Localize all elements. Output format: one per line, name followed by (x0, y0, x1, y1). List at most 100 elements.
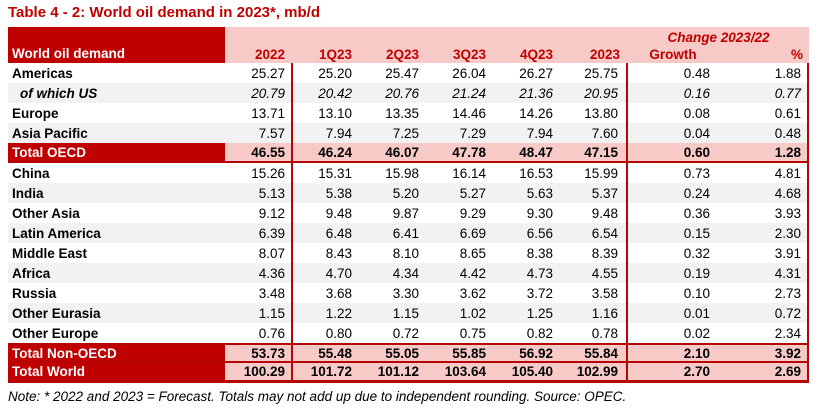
region-label: Total Non-OECD (8, 345, 225, 361)
value-cell: 9.29 (459, 205, 486, 221)
value-cell: 5.13 (225, 183, 293, 203)
value-cell: 8.10 (392, 245, 419, 261)
value-cell: 6.69 (459, 225, 486, 241)
value-cell: 46.24 (318, 144, 352, 160)
value-cell: 9.12 (225, 203, 293, 223)
value-cell: 4.73 (526, 265, 553, 281)
region-label: Africa (12, 265, 51, 281)
region-label: Other Eurasia (12, 305, 101, 321)
value-cell: 5.20 (392, 185, 419, 201)
value-cell: 55.84 (561, 345, 628, 361)
region-label: Total OECD (8, 143, 225, 161)
header-col-2023: 2023 (589, 47, 620, 62)
region-label: Latin America (12, 225, 101, 241)
value-cell: 47.78 (452, 144, 486, 160)
table-row: Russia 3.48 3.68 3.30 3.62 3.72 3.58 0.10 2.73 (8, 283, 809, 303)
region-label: Total World (8, 363, 225, 380)
value-cell: 1.15 (225, 303, 293, 323)
value-cell: 8.38 (526, 245, 553, 261)
value-cell: 0.75 (459, 325, 486, 341)
table-row: Other Eurasia 1.15 1.22 1.15 1.02 1.25 1.16 0.0… (8, 303, 809, 323)
value-cell: 7.25 (392, 125, 419, 141)
table-row: Total Non-OECD 53.73 55.48 55.05 55.85 56.92 5… (8, 343, 809, 363)
value-cell: 1.25 (526, 305, 553, 321)
value-cell: 4.68 (718, 183, 809, 203)
header-col-4q23: 4Q23 (519, 47, 553, 62)
value-cell: 14.46 (452, 105, 486, 121)
value-cell: 0.16 (683, 85, 710, 101)
value-cell: 1.02 (459, 305, 486, 321)
value-cell: 15.98 (385, 165, 419, 181)
value-cell: 0.72 (718, 303, 809, 323)
value-cell: 20.42 (318, 85, 352, 101)
value-cell: 25.27 (225, 63, 293, 83)
value-cell: 15.31 (318, 165, 352, 181)
value-cell: 9.87 (392, 205, 419, 221)
value-cell: 13.35 (385, 105, 419, 121)
value-cell: 7.57 (225, 123, 293, 143)
table-row: Total OECD 46.55 46.24 46.07 47.78 48.47 47.15… (8, 143, 809, 163)
value-cell: 4.70 (325, 265, 352, 281)
value-cell: 25.75 (561, 63, 628, 83)
value-cell: 105.40 (511, 364, 553, 379)
value-cell: 0.08 (683, 105, 710, 121)
value-cell: 5.38 (325, 185, 352, 201)
value-cell: 55.85 (452, 345, 486, 361)
value-cell: 2.70 (683, 364, 710, 379)
value-cell: 7.94 (325, 125, 352, 141)
value-cell: 0.72 (392, 325, 419, 341)
value-cell: 101.12 (377, 364, 419, 379)
value-cell: 48.47 (519, 144, 553, 160)
table-header: World oil demand Change 2023/22 2022 1Q2… (8, 27, 809, 63)
value-cell: 0.36 (683, 205, 710, 221)
value-cell: 1.22 (325, 305, 352, 321)
region-label: Other Asia (12, 205, 80, 221)
value-cell: 5.63 (526, 185, 553, 201)
value-cell: 0.61 (718, 103, 809, 123)
value-cell: 3.48 (225, 283, 293, 303)
region-label: Middle East (12, 245, 88, 261)
value-cell: 9.48 (561, 203, 628, 223)
value-cell: 0.10 (683, 285, 710, 301)
value-cell: 16.53 (519, 165, 553, 181)
value-cell: 6.54 (561, 223, 628, 243)
table-row: of which US 20.79 20.42 20.76 21.24 21.36 20.9… (8, 83, 809, 103)
value-cell: 3.58 (561, 283, 628, 303)
value-cell: 3.30 (392, 285, 419, 301)
value-cell: 0.78 (561, 323, 628, 343)
table-row: Total World 100.29 101.72 101.12 103.64 105.4… (8, 363, 809, 383)
value-cell: 5.37 (561, 183, 628, 203)
value-cell: 0.15 (683, 225, 710, 241)
value-cell: 46.55 (225, 143, 293, 161)
value-cell: 0.01 (683, 305, 710, 321)
world-oil-demand-table: World oil demand Change 2023/22 2022 1Q2… (8, 27, 809, 383)
value-cell: 5.27 (459, 185, 486, 201)
header-col-1q23: 1Q23 (318, 47, 352, 62)
value-cell: 3.62 (459, 285, 486, 301)
value-cell: 0.04 (683, 125, 710, 141)
value-cell: 55.05 (385, 345, 419, 361)
value-cell: 20.76 (385, 85, 419, 101)
region-label: China (12, 165, 50, 181)
value-cell: 13.71 (225, 103, 293, 123)
value-cell: 2.30 (718, 223, 809, 243)
value-cell: 0.82 (526, 325, 553, 341)
table-row: India 5.13 5.38 5.20 5.27 5.63 5.37 0.24 4.68 (8, 183, 809, 203)
value-cell: 6.41 (392, 225, 419, 241)
value-cell: 3.93 (718, 203, 809, 223)
value-cell: 20.79 (225, 83, 293, 103)
value-cell: 7.60 (561, 123, 628, 143)
region-label: Europe (12, 105, 59, 121)
value-cell: 56.92 (519, 345, 553, 361)
value-cell: 101.72 (310, 364, 352, 379)
table-row: Africa 4.36 4.70 4.34 4.42 4.73 4.55 0.19 4.31 (8, 263, 809, 283)
header-col-3q23: 3Q23 (452, 47, 486, 62)
value-cell: 7.29 (459, 125, 486, 141)
value-cell: 1.88 (718, 63, 809, 83)
value-cell: 15.26 (225, 163, 293, 183)
table-body: Americas 25.27 25.20 25.47 26.04 26.27 25.75 0.… (8, 63, 809, 383)
value-cell: 3.91 (718, 243, 809, 263)
value-cell: 21.36 (519, 85, 553, 101)
value-cell: 2.34 (718, 323, 809, 343)
